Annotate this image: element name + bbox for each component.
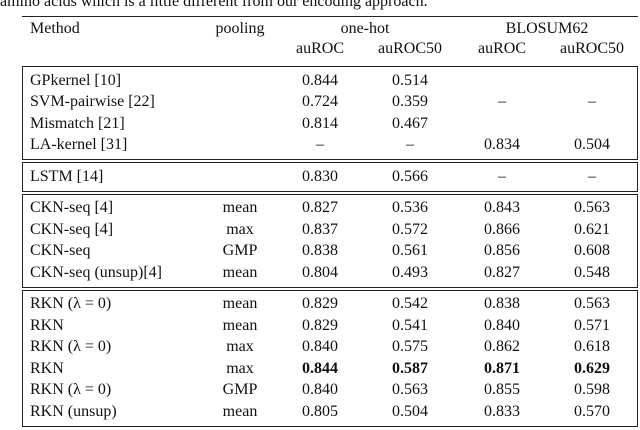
method-cell: RKN (λ = 0) <box>30 338 112 356</box>
method-cell: LA-kernel [31] <box>30 136 128 154</box>
header-subcol: auROC50 <box>560 40 624 57</box>
value-cell: 0.840 <box>302 381 338 399</box>
value-cell: 0.805 <box>302 402 338 420</box>
value-cell: – <box>316 136 324 154</box>
value-cell: 0.827 <box>484 263 520 281</box>
value-cell: 0.862 <box>484 338 520 356</box>
value-cell: 0.724 <box>302 93 338 111</box>
value-cell: 0.834 <box>484 136 520 154</box>
value-cell: 0.575 <box>392 338 428 356</box>
value-cell: 0.548 <box>574 263 610 281</box>
method-cell: GPkernel [10] <box>30 71 122 89</box>
value-cell: 0.541 <box>392 316 428 334</box>
value-cell: 0.621 <box>574 220 610 238</box>
method-cell: RKN (λ = 0) <box>30 381 112 399</box>
value-cell: 0.563 <box>574 199 610 217</box>
value-cell: max <box>226 359 254 377</box>
value-cell: 0.570 <box>574 402 610 420</box>
value-cell: 0.629 <box>574 359 610 377</box>
value-cell: 0.840 <box>302 338 338 356</box>
value-cell: 0.871 <box>484 359 520 377</box>
header-subcol: auROC50 <box>378 40 442 57</box>
value-cell: 0.856 <box>484 242 520 260</box>
value-cell: GMP <box>222 242 258 260</box>
method-cell: CKN-seq <box>30 242 91 260</box>
value-cell: max <box>226 220 254 238</box>
value-cell: 0.829 <box>302 295 338 313</box>
value-cell: 0.838 <box>484 295 520 313</box>
value-cell: 0.827 <box>302 199 338 217</box>
header-subcol: auROC <box>296 40 344 57</box>
header-pooling: pooling <box>215 20 265 37</box>
value-cell: 0.536 <box>392 199 428 217</box>
value-cell: 0.838 <box>302 242 338 260</box>
value-cell: 0.587 <box>392 359 428 377</box>
group-box <box>22 193 638 288</box>
method-cell: CKN-seq (unsup)[4] <box>30 263 162 281</box>
value-cell: mean <box>222 402 258 420</box>
value-cell: 0.844 <box>302 359 338 377</box>
value-cell: 0.542 <box>392 295 428 313</box>
value-cell: 0.814 <box>302 114 338 132</box>
value-cell: 0.563 <box>392 381 428 399</box>
method-cell: SVM-pairwise [22] <box>30 93 155 111</box>
method-cell: CKN-seq [4] <box>30 199 114 217</box>
value-cell: 0.563 <box>574 295 610 313</box>
group-box <box>22 162 638 192</box>
value-cell: mean <box>222 263 258 281</box>
value-cell: 0.467 <box>392 114 428 132</box>
header-method: Method <box>30 20 80 37</box>
value-cell: – <box>588 167 596 185</box>
method-cell: RKN (λ = 0) <box>30 295 112 313</box>
value-cell: 0.504 <box>392 402 428 420</box>
group-box <box>22 289 638 427</box>
value-cell: mean <box>222 316 258 334</box>
caption: amino acids which is a little different … <box>0 0 428 10</box>
value-cell: 0.572 <box>392 220 428 238</box>
value-cell: max <box>226 338 254 356</box>
value-cell: 0.493 <box>392 263 428 281</box>
value-cell: 0.571 <box>574 316 610 334</box>
value-cell: 0.804 <box>302 263 338 281</box>
value-cell: 0.608 <box>574 242 610 260</box>
value-cell: mean <box>222 199 258 217</box>
value-cell: 0.840 <box>484 316 520 334</box>
value-cell: 0.833 <box>484 402 520 420</box>
method-cell: RKN <box>30 359 64 377</box>
value-cell: 0.359 <box>392 93 428 111</box>
value-cell: 0.866 <box>484 220 520 238</box>
value-cell: 0.566 <box>392 167 428 185</box>
value-cell: – <box>498 167 506 185</box>
value-cell: 0.837 <box>302 220 338 238</box>
value-cell: – <box>498 93 506 111</box>
method-cell: RKN <box>30 316 64 334</box>
value-cell: 0.618 <box>574 338 610 356</box>
value-cell: mean <box>222 295 258 313</box>
value-cell: 0.561 <box>392 242 428 260</box>
value-cell: 0.855 <box>484 381 520 399</box>
group-box <box>22 66 638 160</box>
top-rule <box>22 16 638 17</box>
method-cell: RKN (unsup) <box>30 402 117 420</box>
value-cell: 0.504 <box>574 136 610 154</box>
method-cell: CKN-seq [4] <box>30 220 114 238</box>
value-cell: GMP <box>222 381 258 399</box>
header-blosum: BLOSUM62 <box>505 20 589 37</box>
value-cell: 0.598 <box>574 381 610 399</box>
header-subcol: auROC <box>478 40 526 57</box>
value-cell: – <box>588 93 596 111</box>
method-cell: LSTM [14] <box>30 167 104 185</box>
value-cell: 0.830 <box>302 167 338 185</box>
value-cell: 0.843 <box>484 199 520 217</box>
value-cell: 0.514 <box>392 71 428 89</box>
value-cell: 0.829 <box>302 316 338 334</box>
method-cell: Mismatch [21] <box>30 114 125 132</box>
header-onehot: one-hot <box>340 20 390 37</box>
value-cell: – <box>406 136 414 154</box>
value-cell: 0.844 <box>302 71 338 89</box>
